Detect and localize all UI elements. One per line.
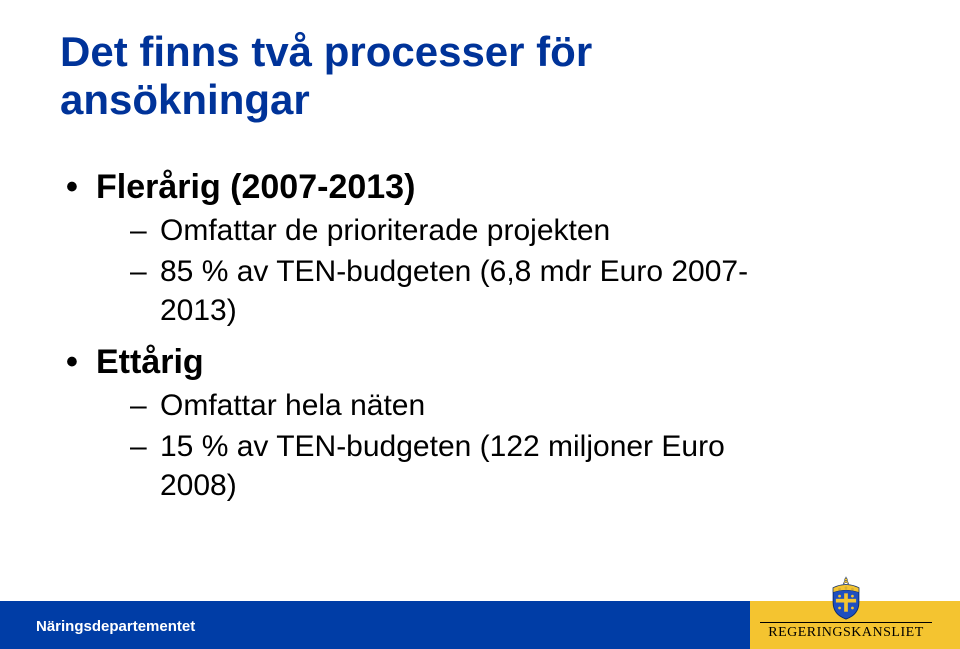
sub-bullet-text: 2013)	[160, 294, 237, 327]
footer-department: Näringsdepartementet	[36, 618, 195, 635]
title-line-2: ansökningar	[60, 76, 310, 123]
sub-bullet-text: 2008)	[160, 469, 237, 502]
list-item: Flerårig (2007-2013) Omfattar de priorit…	[60, 165, 910, 330]
slide: Det finns två processer för ansökningar …	[0, 0, 960, 649]
footer-org-label: REGERINGSKANSLIET	[760, 622, 932, 641]
slide-footer: Näringsdepartementet	[0, 591, 960, 649]
sub-bullet-text: 15 % av TEN-budgeten (122 miljoner Euro	[160, 430, 725, 463]
crest-icon	[823, 574, 869, 620]
title-line-1: Det finns två processer för	[60, 28, 592, 75]
list-item: Omfattar hela näten	[130, 386, 910, 425]
list-item: Omfattar de prioriterade projekten	[130, 211, 910, 250]
list-item: Ettårig Omfattar hela näten 15 % av TEN-…	[60, 340, 910, 505]
bullet-list: Flerårig (2007-2013) Omfattar de priorit…	[60, 165, 910, 505]
sub-bullet-text: Omfattar hela näten	[160, 389, 425, 422]
slide-content: Flerårig (2007-2013) Omfattar de priorit…	[60, 165, 910, 505]
bullet-label: Ettårig	[96, 343, 204, 381]
sub-list: Omfattar hela näten 15 % av TEN-budgeten…	[96, 386, 910, 505]
bullet-label: Flerårig (2007-2013)	[96, 168, 415, 206]
sub-bullet-text: Omfattar de prioriterade projekten	[160, 214, 610, 247]
sub-bullet-text: 85 % av TEN-budgeten (6,8 mdr Euro 2007-	[160, 255, 748, 288]
slide-title: Det finns två processer för ansökningar	[60, 28, 910, 125]
footer-crest-block: REGERINGSKANSLIET	[760, 574, 932, 641]
list-item: 85 % av TEN-budgeten (6,8 mdr Euro 2007-…	[130, 252, 910, 330]
list-item: 15 % av TEN-budgeten (122 miljoner Euro …	[130, 427, 910, 505]
sub-list: Omfattar de prioriterade projekten 85 % …	[96, 211, 910, 330]
